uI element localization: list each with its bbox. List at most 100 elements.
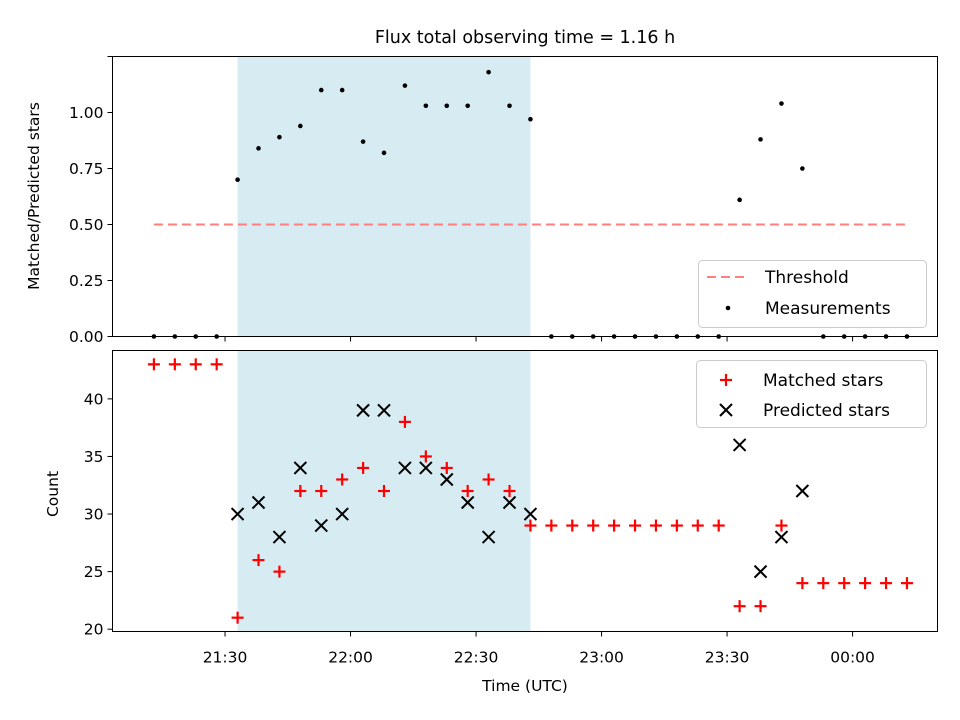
top-ytick-label: 0.00: [69, 328, 104, 346]
matched-star-marker: [168, 358, 181, 371]
xtick-label: 22:30: [454, 649, 499, 667]
predicted-star-marker: [502, 495, 517, 510]
matched-star-marker: [357, 461, 370, 474]
predicted-star-marker: [272, 530, 287, 544]
predicted-star-marker: [795, 484, 810, 498]
bottom-panel: 20 25 30 35 40 21:30 22:00 22:30 23:00 23:30 00:00…: [44, 350, 938, 695]
predicted-star-marker: [293, 461, 308, 475]
top-shaded-span: [237, 56, 531, 337]
matched-star-marker: [670, 519, 683, 532]
measurement-point: [423, 103, 429, 109]
matched-star-marker: [315, 485, 328, 497]
legend-matched-marker: [720, 374, 732, 386]
measurement-point: [235, 177, 240, 182]
bottom-ytick-label: 20: [84, 621, 104, 639]
predicted-star-marker: [230, 507, 245, 521]
matched-star-marker: [608, 519, 621, 532]
predicted-star-marker: [523, 507, 538, 521]
predicted-star-marker: [440, 472, 454, 487]
bottom-ytick-label: 30: [84, 506, 104, 524]
xtick-label: 23:00: [579, 649, 624, 667]
measurement-point: [528, 116, 533, 122]
legend-matched-label: Matched stars: [763, 371, 883, 391]
measurement-point: [779, 101, 784, 106]
predicted-star-marker: [251, 495, 266, 510]
xtick-label: 22:00: [328, 649, 373, 667]
top-ytick-label: 0.25: [69, 272, 104, 290]
predicted-star-marker: [356, 403, 370, 418]
matched-star-marker: [691, 519, 704, 532]
matched-star-marker: [712, 519, 725, 532]
top-ylabel: Matched/Predicted stars: [25, 102, 43, 290]
top-ytick-label: 0.75: [69, 160, 104, 178]
bottom-ytick-label: 40: [84, 390, 104, 408]
matched-star-marker: [838, 577, 851, 590]
matched-star-marker: [440, 461, 453, 474]
legend-predicted-label: Predicted stars: [763, 401, 890, 421]
measurement-point: [277, 134, 282, 140]
matched-star-marker: [482, 473, 495, 486]
matched-star-marker: [231, 611, 244, 624]
matched-star-marker: [545, 519, 558, 532]
matched-star-marker: [252, 554, 265, 567]
matched-star-marker: [189, 358, 202, 371]
xtick-label: 23:30: [705, 649, 750, 667]
measurement-point: [486, 69, 491, 75]
matched-star-marker: [796, 577, 809, 590]
matched-star-marker: [754, 600, 767, 613]
matched-star-marker: [880, 577, 893, 590]
matched-star-marker: [900, 577, 913, 590]
matched-star-marker: [629, 519, 642, 532]
bottom-axes-frame: [112, 350, 938, 632]
predicted-star-marker: [335, 507, 349, 521]
matched-star-marker: [419, 450, 432, 463]
matched-star-marker: [210, 358, 223, 371]
measurement-point: [298, 123, 303, 129]
legend-threshold-label: Threshold: [764, 268, 849, 288]
matched-star-marker: [587, 519, 600, 532]
matched-star-marker: [378, 485, 391, 497]
matched-star-marker: [336, 473, 349, 486]
matched-star-marker: [733, 600, 746, 613]
top-ytick-label: 1.00: [69, 104, 104, 122]
legend-predicted-marker: [719, 403, 733, 417]
predicted-star-marker: [774, 530, 789, 544]
matched-star-marker: [398, 415, 411, 428]
x-axis-label: Time (UTC): [481, 677, 568, 695]
predicted-star-marker: [753, 564, 768, 579]
measurement-point: [256, 146, 261, 151]
predicted-star-marker: [481, 530, 496, 544]
measurement-point: [465, 103, 470, 109]
xtick-label: 00:00: [830, 649, 875, 667]
xtick-label: 21:30: [203, 649, 248, 667]
measurement-point: [758, 137, 763, 142]
legend-measurements-marker: [725, 305, 731, 311]
measurement-point: [402, 83, 408, 88]
measurement-point: [360, 139, 366, 144]
measurement-point: [507, 103, 512, 109]
matched-star-marker: [524, 519, 537, 532]
matched-star-marker: [461, 485, 474, 497]
measurement-point: [381, 150, 387, 156]
bottom-ytick-label: 25: [84, 563, 104, 581]
measurement-point: [444, 103, 450, 109]
predicted-star-marker: [314, 518, 328, 533]
measurement-point: [339, 87, 345, 93]
bottom-ytick-label: 35: [84, 448, 104, 466]
top-axes-frame: [112, 56, 938, 337]
matched-star-marker: [147, 358, 160, 371]
predicted-star-marker: [732, 438, 747, 452]
predicted-star-marker: [398, 461, 412, 475]
matched-star-marker: [817, 577, 830, 590]
measurement-point: [800, 166, 805, 171]
predicted-star-marker: [419, 461, 433, 475]
top-ytick-label: 0.50: [69, 216, 104, 234]
matched-star-marker: [503, 485, 516, 497]
predicted-star-marker: [377, 403, 391, 418]
bottom-legend: Matched stars Predicted stars: [696, 360, 927, 428]
top-panel: 0.00 0.25 0.50 0.75 1.00 Matched/Predicted s…: [25, 56, 938, 346]
matched-star-marker: [649, 519, 662, 532]
chart-title: Flux total observing time = 1.16 h: [375, 28, 675, 48]
measurement-point: [737, 197, 742, 203]
